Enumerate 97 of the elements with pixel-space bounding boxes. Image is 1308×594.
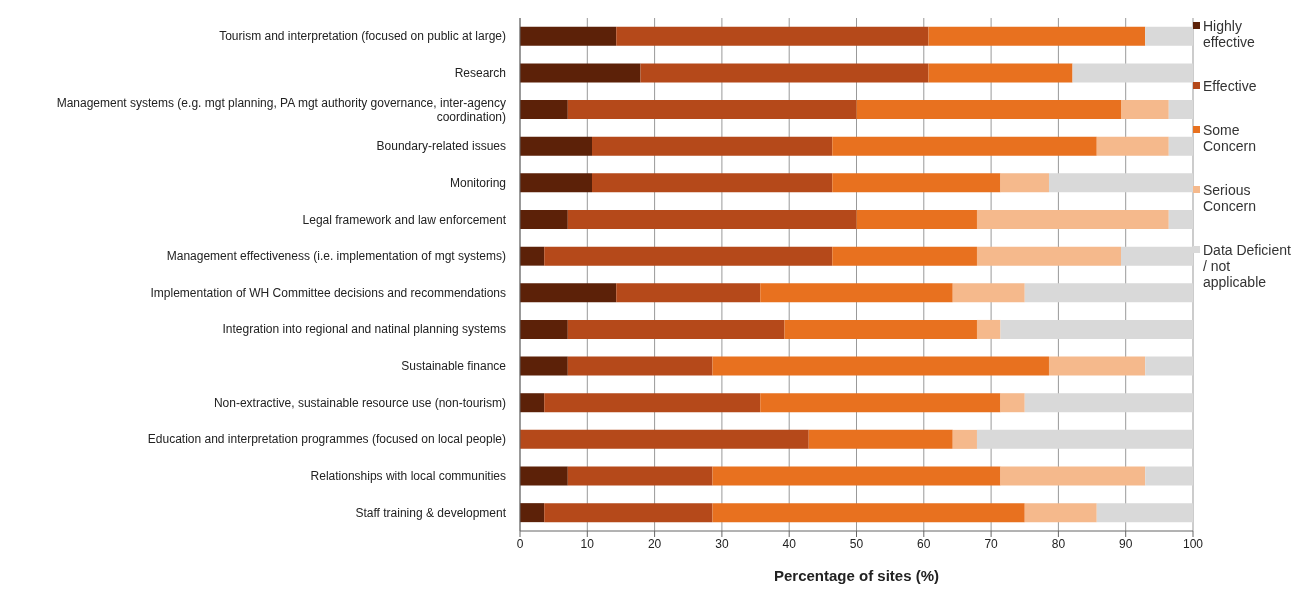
bar — [976, 246, 1121, 266]
bar — [952, 283, 1025, 303]
bar — [567, 210, 857, 230]
bar — [520, 283, 617, 303]
bar — [976, 429, 1193, 449]
bar — [520, 429, 809, 449]
bar — [520, 246, 545, 266]
bar — [520, 210, 568, 230]
bar — [520, 393, 545, 413]
bar — [1000, 393, 1025, 413]
bar — [616, 283, 761, 303]
x-tick-label: 90 — [1119, 536, 1133, 551]
legend-label: Data Deficient / not applicable — [1203, 242, 1292, 290]
bar — [856, 210, 977, 230]
y-tick-label: Education and interpretation programmes (focused on local people) — [147, 432, 506, 447]
bar — [856, 100, 1121, 120]
bar — [1024, 283, 1193, 303]
bar — [1168, 100, 1193, 120]
bar — [832, 246, 977, 266]
bar — [1145, 356, 1193, 376]
bar — [640, 63, 929, 83]
legend-label: Serious Concern — [1203, 182, 1257, 214]
x-tick-label: 40 — [782, 536, 797, 551]
bar — [1145, 466, 1193, 486]
bar — [1168, 136, 1193, 156]
bar — [544, 503, 713, 523]
bar — [520, 63, 641, 83]
x-axis-title: Percentage of sites (%) — [773, 567, 940, 584]
bar — [544, 246, 833, 266]
bar — [544, 393, 761, 413]
legend-label: Highly effective — [1203, 18, 1256, 50]
bar — [832, 173, 1001, 193]
bar — [760, 393, 1001, 413]
bar — [520, 356, 568, 376]
y-tick-label: Monitoring — [449, 175, 506, 190]
bar — [520, 173, 593, 193]
y-tick-label: Boundary-related issues — [376, 139, 506, 154]
x-tick-label: 10 — [580, 536, 595, 551]
bar — [928, 63, 1073, 83]
y-tick-label: Implementation of WH Committee decisions and recommendations — [150, 285, 506, 300]
x-tick-label: 80 — [1051, 536, 1066, 551]
bar — [1000, 466, 1146, 486]
bar — [712, 466, 1001, 486]
y-tick-label: Legal framework and law enforcement — [302, 212, 507, 227]
bar — [1145, 26, 1193, 46]
y-tick-label: Staff training & development — [355, 505, 507, 520]
bar — [567, 319, 785, 339]
legend-label: Effective — [1203, 78, 1257, 94]
bar — [567, 466, 713, 486]
bar — [1000, 319, 1193, 339]
bar — [1048, 173, 1193, 193]
bar — [832, 136, 1097, 156]
x-tick-label: 20 — [647, 536, 662, 551]
bar — [760, 283, 953, 303]
bar — [1000, 173, 1049, 193]
bar — [928, 26, 1146, 46]
y-tick-label: Management systems (e.g. mgt planning, PA mgt authority governance, inter-agency coordination) — [56, 95, 506, 124]
bar — [520, 503, 545, 523]
bar — [520, 319, 568, 339]
bar — [592, 136, 833, 156]
y-tick-label: Non-extractive, sustainable resource use (non-tourism) — [213, 395, 506, 410]
x-tick-label: 60 — [917, 536, 931, 551]
bar — [520, 466, 568, 486]
bar — [1168, 210, 1193, 230]
bar — [520, 26, 617, 46]
bar — [616, 26, 929, 46]
bar — [1072, 63, 1193, 83]
bar — [592, 173, 833, 193]
x-tick-label: 50 — [849, 536, 864, 551]
bar — [976, 210, 1169, 230]
bar — [976, 319, 1001, 339]
x-tick-label: 70 — [984, 536, 999, 551]
y-tick-label: Research — [454, 65, 506, 80]
y-tick-label: Tourism and interpretation (focused on public at large) — [219, 29, 506, 44]
y-tick-label: Management effectiveness (i.e. implementation of mgt systems) — [166, 249, 506, 264]
bar — [1096, 503, 1193, 523]
x-tick-label: 30 — [715, 536, 729, 551]
bar — [1024, 393, 1193, 413]
y-tick-label: Relationships with local communities — [310, 469, 506, 484]
y-tick-label: Integration into regional and natinal planning systems — [222, 322, 506, 337]
y-tick-label: Sustainable finance — [401, 359, 507, 374]
bar — [1048, 356, 1146, 376]
bar — [1096, 136, 1169, 156]
x-tick-label: 0 — [516, 536, 524, 551]
bar — [952, 429, 977, 449]
bar — [808, 429, 953, 449]
bar — [520, 136, 593, 156]
bar — [567, 100, 857, 120]
bar — [1120, 100, 1169, 120]
bar — [712, 356, 1049, 376]
legend-label: Some Concern — [1203, 122, 1257, 154]
bar — [712, 503, 1025, 523]
x-tick-label: 100 — [1182, 536, 1204, 551]
bar — [567, 356, 713, 376]
bar — [520, 100, 568, 120]
bar — [1024, 503, 1097, 523]
bar — [784, 319, 977, 339]
